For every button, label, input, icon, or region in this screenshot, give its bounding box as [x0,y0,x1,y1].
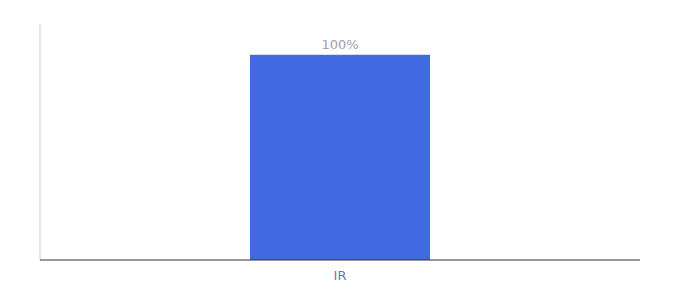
y-axis-line [40,24,41,260]
bar [250,55,430,260]
chart-svg: IR 100% [0,0,680,300]
data-label: 100% [321,37,358,52]
bars [250,55,430,260]
x-axis-line [40,260,640,261]
x-tick-label: IR [334,268,347,283]
chart-container: IR 100% [0,0,680,300]
